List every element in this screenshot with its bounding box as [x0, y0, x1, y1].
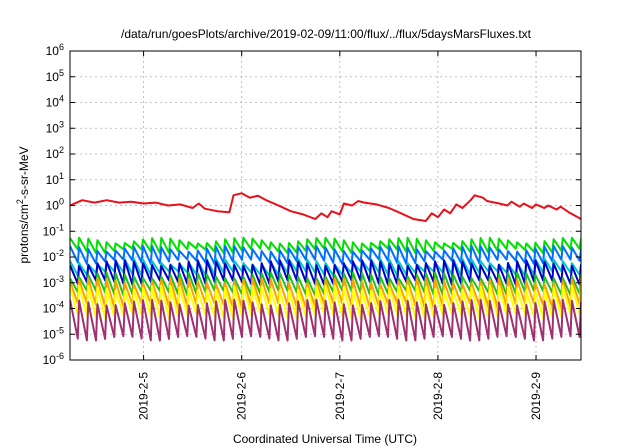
x-tick-label: 2019-2-8 — [431, 372, 445, 420]
y-tick-label: 10-4 — [43, 300, 64, 316]
x-tick-label: 2019-2-6 — [235, 372, 249, 420]
y-tick-label: 105 — [46, 68, 64, 84]
series-line-3 — [70, 244, 581, 265]
y-tick-label: 10-6 — [43, 351, 64, 367]
y-tick-label: 104 — [46, 94, 64, 110]
y-tick-label: 10-5 — [43, 325, 64, 341]
y-tick-label: 10-3 — [43, 274, 64, 290]
series-line-8 — [70, 284, 581, 320]
series-line-1 — [70, 192, 581, 222]
series-line-5 — [70, 259, 581, 286]
y-tick-label: 101 — [46, 171, 64, 187]
series-line-6 — [70, 271, 581, 297]
series-line-7 — [70, 277, 581, 309]
x-axis-title: Coordinated Universal Time (UTC) — [233, 432, 417, 446]
x-tick-label: 2019-2-5 — [137, 372, 151, 420]
x-tick-label: 2019-2-7 — [333, 372, 347, 420]
x-axis-ticks: 2019-2-5 2019-2-6 2019-2-7 2019-2-8 2019-2-9 — [137, 51, 543, 420]
series-line-2 — [70, 236, 581, 255]
y-tick-label: 106 — [46, 42, 64, 58]
y-tick-label: 10-2 — [43, 248, 64, 264]
y-tick-label: 10-1 — [43, 222, 64, 238]
y-tick-label: 103 — [46, 119, 64, 135]
series-group — [70, 192, 581, 342]
y-axis-ticks: 10-6 10-5 10-4 10-3 10-2 10-1 100 101 102 103 104 1… — [43, 42, 581, 367]
y-tick-label: 102 — [46, 145, 64, 161]
series-line-9 — [70, 298, 581, 342]
y-axis-title: protons/cm2-s-sr-MeV — [15, 146, 31, 263]
x-tick-label: 2019-2-9 — [529, 372, 543, 420]
y-tick-label: 100 — [46, 197, 64, 213]
chart-title: /data/run/goesPlots/archive/2019-02-09/1… — [121, 27, 532, 41]
